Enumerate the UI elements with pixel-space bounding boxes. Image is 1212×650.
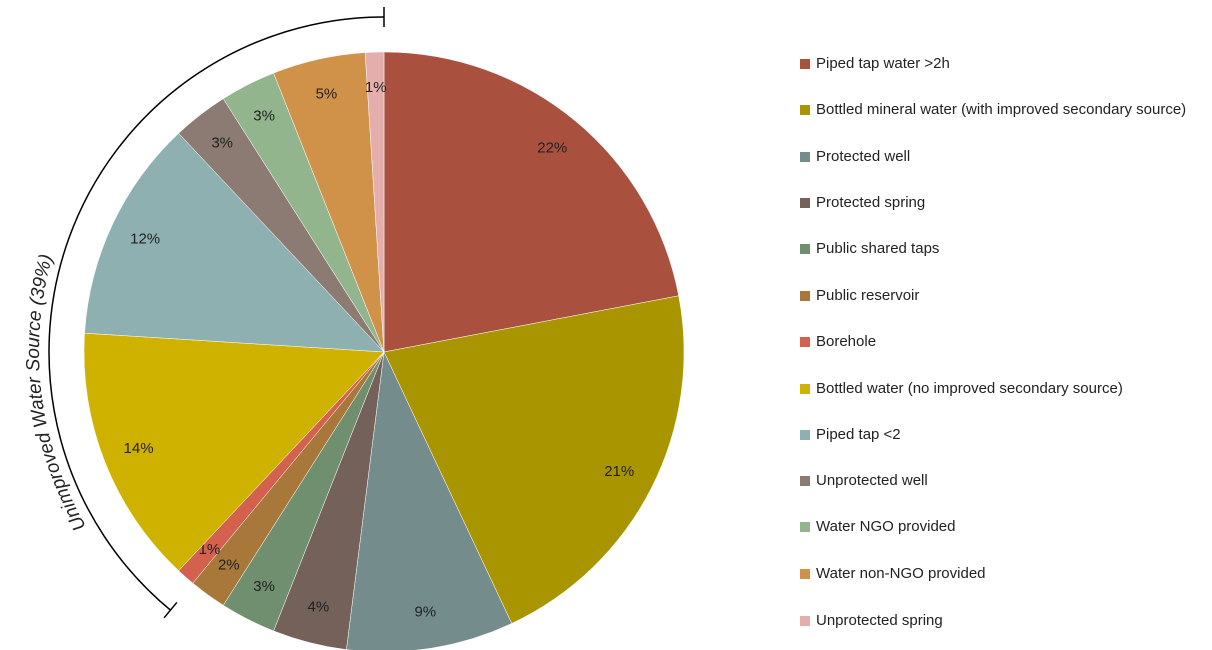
legend-item: Bottled mineral water (with improved sec… bbox=[800, 101, 1195, 118]
data-label: 2% bbox=[218, 557, 240, 574]
legend-item: Protected spring bbox=[800, 194, 1195, 211]
data-label: 4% bbox=[308, 599, 330, 616]
legend-item: Unprotected spring bbox=[800, 612, 1195, 629]
legend-item: Water non-NGO provided bbox=[800, 565, 1195, 582]
legend-item: Public shared taps bbox=[800, 240, 1195, 257]
data-label: 1% bbox=[199, 541, 221, 558]
legend-label: Unprotected well bbox=[816, 472, 928, 489]
data-label: 12% bbox=[130, 231, 160, 248]
legend-swatch bbox=[800, 244, 810, 254]
legend-swatch bbox=[800, 569, 810, 579]
legend-label: Piped tap water >2h bbox=[816, 55, 950, 72]
legend-label: Unprotected spring bbox=[816, 612, 943, 629]
legend-swatch bbox=[800, 105, 810, 115]
bracket-arc bbox=[48, 16, 385, 611]
pie-slice bbox=[383, 51, 679, 353]
legend-item: Piped tap <2 bbox=[800, 426, 1195, 443]
legend-item: Protected well bbox=[800, 148, 1195, 165]
legend-swatch bbox=[800, 476, 810, 486]
legend: Piped tap water >2h Bottled mineral water… bbox=[800, 0, 1212, 650]
legend-swatch bbox=[800, 522, 810, 532]
data-label: 3% bbox=[211, 134, 233, 151]
legend-label: Piped tap <2 bbox=[816, 426, 901, 443]
legend-label: Bottled water (no improved secondary sou… bbox=[816, 380, 1123, 397]
legend-label: Public reservoir bbox=[816, 287, 920, 304]
legend-label: Protected well bbox=[816, 148, 911, 165]
legend-swatch bbox=[800, 198, 810, 208]
data-label: 5% bbox=[316, 85, 338, 102]
data-label: 9% bbox=[414, 604, 436, 621]
legend-label: Borehole bbox=[816, 333, 877, 350]
annotation: Unimproved Water Source (39%) bbox=[23, 252, 91, 534]
legend-swatch bbox=[800, 384, 810, 394]
pie-slice bbox=[364, 51, 385, 353]
legend-swatch bbox=[800, 430, 810, 440]
data-label: 3% bbox=[253, 108, 275, 125]
legend-item: Unprotected well bbox=[800, 472, 1195, 489]
pie-slice bbox=[84, 132, 385, 353]
data-label: 22% bbox=[537, 140, 567, 157]
pie-slice bbox=[346, 351, 513, 650]
bracket-tick bbox=[163, 601, 178, 619]
legend-item: Public reservoir bbox=[800, 287, 1195, 304]
legend-swatch bbox=[800, 616, 810, 626]
legend-item: Water NGO provided bbox=[800, 518, 1195, 535]
legend-label: Protected spring bbox=[816, 194, 926, 211]
legend-item: Borehole bbox=[800, 333, 1195, 350]
data-label: 1% bbox=[365, 79, 387, 96]
legend-swatch bbox=[800, 291, 810, 301]
legend-item: Bottled water (no improved secondary sou… bbox=[800, 380, 1195, 397]
legend-swatch bbox=[800, 152, 810, 162]
legend-item: Piped tap water >2h bbox=[800, 55, 1195, 72]
legend-label: Public shared taps bbox=[816, 240, 940, 257]
legend-label: Bottled mineral water (with improved sec… bbox=[816, 101, 1187, 118]
legend-label: Water non-NGO provided bbox=[816, 565, 986, 582]
data-label: 14% bbox=[124, 440, 154, 457]
annotation-text: Unimproved Water Source (39%) bbox=[23, 252, 91, 534]
pie-slice bbox=[383, 295, 685, 624]
data-label: 3% bbox=[253, 578, 275, 595]
legend-label: Water NGO provided bbox=[816, 518, 956, 535]
legend-swatch bbox=[800, 337, 810, 347]
pie-slice bbox=[83, 332, 385, 572]
data-label: 21% bbox=[604, 463, 634, 480]
legend-swatch bbox=[800, 59, 810, 69]
